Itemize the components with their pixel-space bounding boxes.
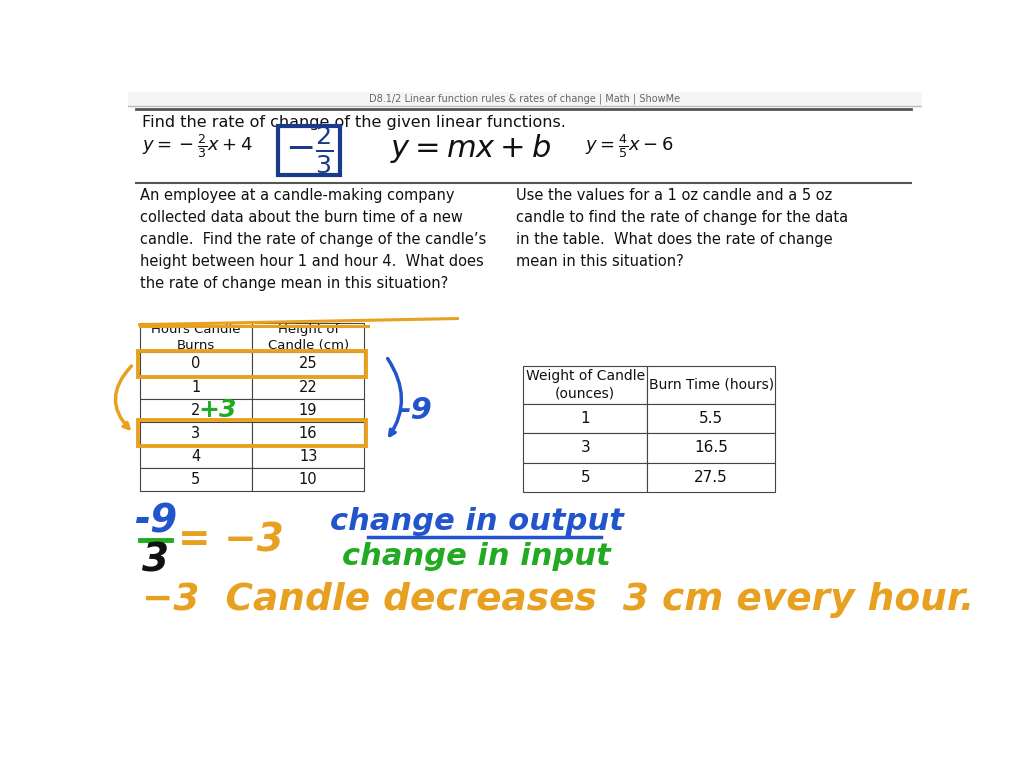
Text: 10: 10: [299, 472, 317, 487]
Bar: [139, 323, 252, 353]
Bar: [139, 353, 252, 376]
Bar: [252, 323, 365, 353]
Text: 5: 5: [191, 472, 201, 487]
Text: An employee at a candle-making company
collected data about the burn time of a n: An employee at a candle-making company c…: [139, 187, 485, 291]
Text: 0: 0: [191, 356, 201, 372]
Text: 3: 3: [191, 425, 201, 441]
Text: 22: 22: [299, 379, 317, 395]
Text: 19: 19: [299, 402, 317, 418]
Text: Weight of Candle
(ounces): Weight of Candle (ounces): [525, 369, 645, 400]
Bar: [252, 422, 365, 445]
Text: Find the rate of change of the given linear functions.: Find the rate of change of the given lin…: [142, 115, 566, 131]
Text: Burn Time (hours): Burn Time (hours): [648, 378, 774, 392]
Text: +3: +3: [198, 398, 237, 422]
Text: $\mathit{y=mx+b}$: $\mathit{y=mx+b}$: [390, 132, 551, 165]
Bar: [252, 376, 365, 399]
Text: 2: 2: [191, 402, 201, 418]
Text: $-\frac{2}{3}$: $-\frac{2}{3}$: [285, 124, 334, 174]
Text: change in input: change in input: [342, 542, 611, 571]
Text: change in output: change in output: [330, 508, 624, 536]
Text: −3  Candle decreases  3 cm every hour.: −3 Candle decreases 3 cm every hour.: [142, 582, 974, 618]
Bar: [252, 445, 365, 468]
Bar: [139, 376, 252, 399]
Bar: [523, 433, 647, 462]
Text: 3: 3: [141, 541, 169, 579]
Text: -9: -9: [133, 503, 177, 541]
Text: Hours Candle
Burns: Hours Candle Burns: [152, 323, 241, 353]
Bar: [523, 462, 647, 492]
Text: D8.1/2 Linear function rules & rates of change | Math | ShowMe: D8.1/2 Linear function rules & rates of …: [370, 94, 680, 104]
Bar: [252, 399, 365, 422]
Text: 16: 16: [299, 425, 317, 441]
Text: Height of
Candle (cm): Height of Candle (cm): [267, 323, 349, 353]
Bar: [128, 92, 922, 106]
Text: Use the values for a 1 oz candle and a 5 oz
candle to find the rate of change fo: Use the values for a 1 oz candle and a 5…: [515, 187, 848, 270]
Bar: [252, 353, 365, 376]
Bar: [252, 468, 365, 491]
Bar: [523, 366, 647, 404]
Bar: [523, 404, 647, 433]
Bar: [139, 399, 252, 422]
Text: 27.5: 27.5: [694, 470, 728, 485]
Text: 1: 1: [191, 379, 201, 395]
Text: 13: 13: [299, 449, 317, 464]
Bar: [139, 468, 252, 491]
Text: 1: 1: [581, 411, 590, 426]
Bar: [138, 351, 366, 377]
Bar: [647, 462, 775, 492]
Text: = −3: = −3: [178, 521, 284, 559]
Text: 25: 25: [299, 356, 317, 372]
Text: 4: 4: [191, 449, 201, 464]
Text: 16.5: 16.5: [694, 440, 728, 455]
Bar: [647, 433, 775, 462]
Text: 5.5: 5.5: [699, 411, 723, 426]
Text: $y = \frac{4}{5}x - 6$: $y = \frac{4}{5}x - 6$: [586, 132, 674, 160]
Text: -9: -9: [397, 396, 432, 425]
Bar: [139, 422, 252, 445]
Text: $y = -\frac{2}{3}x + 4$: $y = -\frac{2}{3}x + 4$: [142, 132, 253, 160]
Bar: [139, 445, 252, 468]
Bar: [647, 404, 775, 433]
Bar: [647, 366, 775, 404]
Bar: [138, 420, 366, 446]
Text: 5: 5: [581, 470, 590, 485]
Text: 3: 3: [581, 440, 590, 455]
